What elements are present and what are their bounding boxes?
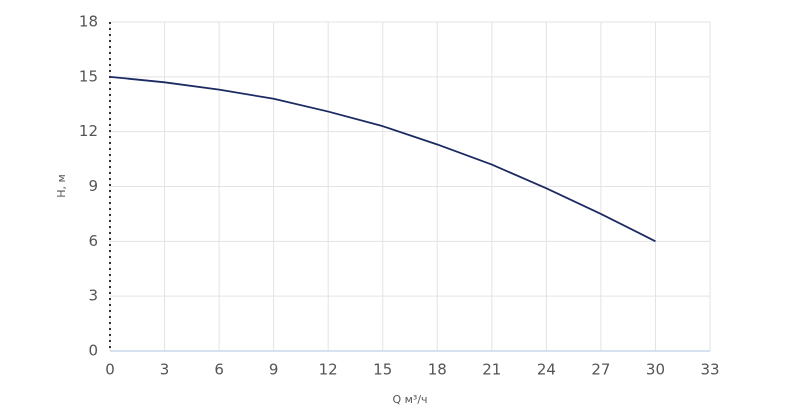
x-tick-label: 3 (160, 361, 170, 379)
x-tick-label: 15 (373, 361, 392, 379)
x-tick-label: 9 (269, 361, 279, 379)
x-tick-label: 27 (591, 361, 610, 379)
x-tick-label: 0 (105, 361, 115, 379)
y-tick-label: 3 (88, 287, 98, 305)
y-tick-label: 0 (88, 342, 98, 360)
x-tick-label: 12 (319, 361, 338, 379)
y-axis-label: H, м (55, 174, 68, 198)
data-line (109, 75, 656, 243)
y-tick-label: 9 (88, 177, 98, 195)
x-axis-label: Q м³/ч (392, 393, 427, 406)
x-tick-label: 33 (700, 361, 719, 379)
y-tick-label: 6 (88, 232, 98, 250)
x-tick-label: 21 (482, 361, 501, 379)
x-tick-label: 6 (214, 361, 224, 379)
y-tick-label: 12 (79, 122, 98, 140)
y-tick-label: 18 (79, 13, 98, 31)
x-tick-label: 24 (537, 361, 556, 379)
x-tick-label: 18 (428, 361, 447, 379)
y-tick-label: 15 (79, 67, 98, 85)
x-tick-label: 30 (646, 361, 665, 379)
